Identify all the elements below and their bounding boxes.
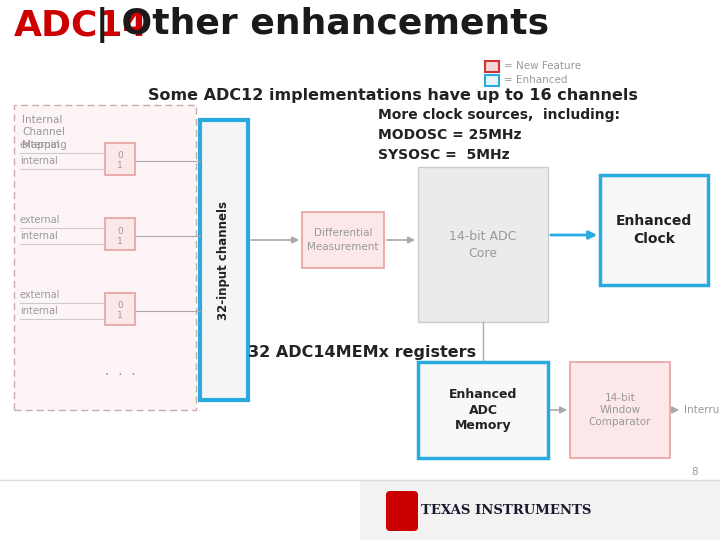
Text: = New Feature: = New Feature (504, 61, 581, 71)
Text: internal: internal (20, 156, 58, 166)
Bar (105, 143, 135, 175)
Text: 8: 8 (691, 467, 698, 477)
Bar (200, 120, 248, 400)
Text: 14-bit ADC
Core: 14-bit ADC Core (449, 230, 517, 260)
Text: 32-input channels: 32-input channels (217, 200, 230, 320)
Text: | Other enhancements: | Other enhancements (83, 7, 549, 43)
Text: Internal
Channel
Mapping: Internal Channel Mapping (22, 115, 67, 150)
Text: external: external (20, 290, 60, 300)
Bar (302, 212, 384, 268)
Text: 0: 0 (117, 152, 123, 160)
Bar (485, 61, 499, 72)
Text: 14-bit
Window
Comparator: 14-bit Window Comparator (589, 393, 652, 427)
Text: 32 ADC14MEMx registers: 32 ADC14MEMx registers (248, 345, 476, 360)
Text: Interrupt: Interrupt (684, 405, 720, 415)
Bar (105, 218, 135, 250)
Text: 1: 1 (117, 161, 123, 171)
Text: external: external (20, 140, 60, 150)
Bar (570, 362, 670, 458)
Text: More clock sources,  including:
MODOSC = 25MHz
SYSOSC =  5MHz: More clock sources, including: MODOSC = … (378, 108, 620, 162)
Bar (418, 362, 548, 458)
Text: Enhanced
ADC
Memory: Enhanced ADC Memory (449, 388, 517, 433)
Text: Some ADC12 implementations have up to 16 channels: Some ADC12 implementations have up to 16… (148, 88, 638, 103)
Text: 0: 0 (117, 226, 123, 235)
Text: 1: 1 (117, 237, 123, 246)
Text: = Enhanced: = Enhanced (504, 75, 567, 85)
Text: ·  ·  ·: · · · (104, 368, 135, 382)
Text: internal: internal (20, 231, 58, 241)
Text: external: external (20, 215, 60, 225)
Text: Enhanced
Clock: Enhanced Clock (616, 214, 692, 246)
Text: TEXAS INSTRUMENTS: TEXAS INSTRUMENTS (421, 503, 591, 516)
FancyBboxPatch shape (386, 491, 418, 531)
Bar (14, 105, 196, 410)
Text: 0: 0 (117, 301, 123, 310)
Text: Differential
Measurement: Differential Measurement (307, 228, 379, 252)
Bar (485, 75, 499, 86)
Text: ADC14: ADC14 (14, 8, 148, 42)
Bar (600, 175, 708, 285)
Bar (418, 167, 548, 322)
Text: internal: internal (20, 306, 58, 316)
Bar (105, 293, 135, 325)
Text: 1: 1 (117, 312, 123, 321)
Bar (360, 481, 720, 540)
